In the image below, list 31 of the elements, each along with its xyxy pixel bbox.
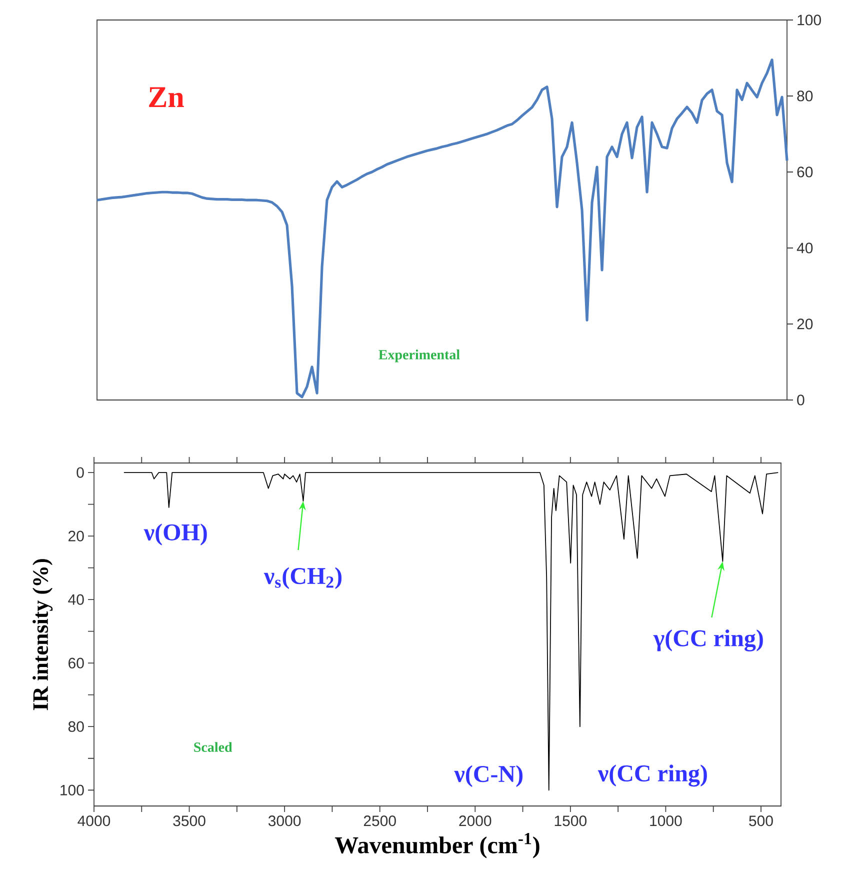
x-tick-label: 1000 <box>650 816 682 826</box>
x-tick-label: 2000 <box>459 816 492 826</box>
x-tick-label: 500 <box>749 816 773 826</box>
y-tick-label: 0 <box>76 467 84 478</box>
y-tick-label: 0 <box>797 394 804 406</box>
annotation: Experimental <box>378 350 460 362</box>
y-axis-title: IR intensity (%) <box>32 559 53 710</box>
annotation: ν$_{s}$(CH$_{2}$) <box>264 567 342 589</box>
y-tick-label: 80 <box>68 721 84 732</box>
x-tick-label: 2500 <box>364 816 396 826</box>
y-tick-label: 100 <box>60 784 84 796</box>
x-tick-label: 3000 <box>268 816 301 826</box>
x-tick-label: 3500 <box>173 816 206 826</box>
line-series <box>123 472 779 791</box>
y-tick-label: 20 <box>797 318 813 330</box>
y-tick-label: 100 <box>798 14 821 26</box>
y-tick-label: 60 <box>797 166 813 178</box>
annotation: ν(CC ring) <box>598 764 707 787</box>
annotation: γ(CC ring) <box>653 629 763 652</box>
x-tick-label: 1500 <box>554 816 586 826</box>
y-tick-label: 80 <box>797 90 813 102</box>
x-axis-title: Wavenumber (cm$^{-1}$) <box>334 833 540 858</box>
annotation: Zn <box>149 87 184 107</box>
y-tick-label: 20 <box>68 530 84 542</box>
x-tick-label: 4000 <box>78 816 110 826</box>
annotation: ν(C-N) <box>454 765 522 788</box>
annotation: ν(OH) <box>144 524 207 546</box>
y-tick-label: 60 <box>68 658 84 668</box>
annotation: Scaled <box>194 742 232 752</box>
y-tick-label: 40 <box>796 242 813 254</box>
y-tick-label: 40 <box>68 594 84 605</box>
